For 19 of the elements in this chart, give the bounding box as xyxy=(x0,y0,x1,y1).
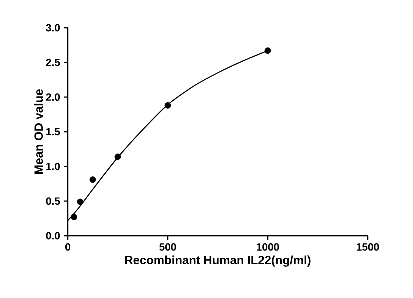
y-tick-label: 0.5 xyxy=(46,198,60,206)
x-tick-label: 500 xyxy=(160,244,176,251)
y-tick-label: 1.5 xyxy=(46,128,60,136)
y-tick-label: 1.0 xyxy=(46,162,60,170)
point xyxy=(114,154,122,160)
y-tick-label: 2.5 xyxy=(46,58,60,66)
y-axis-title: Mean OD value xyxy=(34,90,44,174)
x-tick-label: 1000 xyxy=(257,244,280,251)
point xyxy=(90,176,96,184)
point xyxy=(71,214,78,220)
y-tick-label: 3.0 xyxy=(46,24,60,32)
point xyxy=(164,102,172,109)
point xyxy=(264,48,272,54)
point xyxy=(77,198,84,206)
x-tick-label: 1500 xyxy=(357,244,380,251)
x-tick-label: 0 xyxy=(65,244,70,251)
y-tick-label: 0.0 xyxy=(46,232,60,240)
x-axis-title: Recombinant Human IL22(ng/ml) xyxy=(125,256,311,267)
y-tick-label: 2.0 xyxy=(46,94,60,102)
